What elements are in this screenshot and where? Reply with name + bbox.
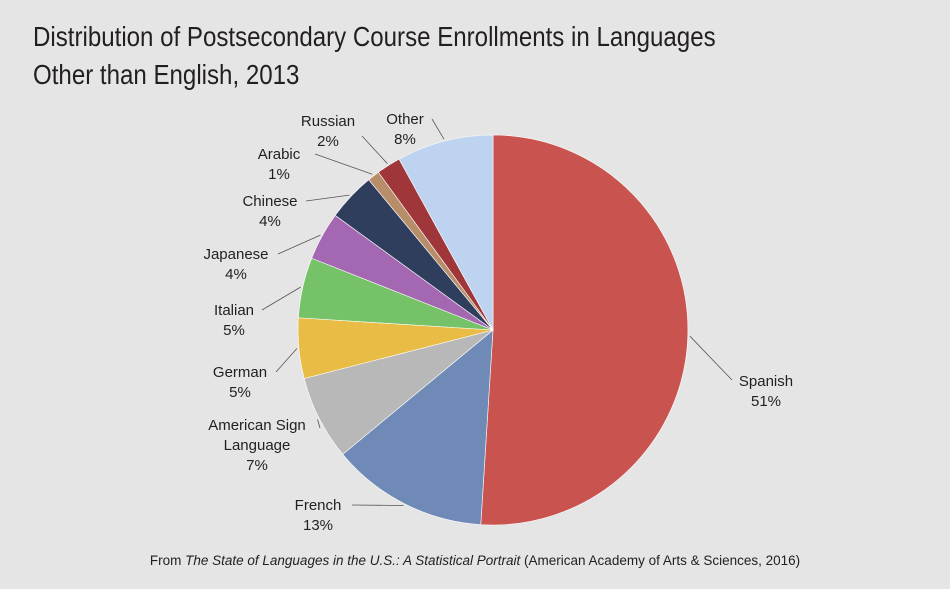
pie-slice-french [342,329,494,525]
slice-value-italian: 5% [223,322,245,339]
slice-label-american-sign-language: American Sign Language 7% [208,417,306,474]
leader-line-chinese [305,194,350,202]
slice-label-russian: Russian 2% [301,113,355,150]
chart-title-line-2: Other than English, 2013 [33,59,300,90]
source-citation: From The State of Languages in the U.S.:… [0,553,950,568]
pie-slice-other [398,134,494,331]
slice-value-french: 13% [303,517,333,534]
leader-line-russian [361,135,388,164]
slice-label-german: German 5% [213,364,267,401]
source-suffix: (American Academy of Arts & Sciences, 20… [520,553,801,568]
slice-label-japanese: Japanese 4% [203,246,268,283]
chart-title: Distribution of Postsecondary Course Enr… [33,18,716,94]
slice-value-other: 8% [394,131,416,148]
slice-value-chinese: 4% [259,213,281,230]
leader-line-french [351,504,404,506]
leader-line-italian [261,286,301,311]
slice-value-spanish: 51% [751,393,781,410]
leader-line-german [275,348,298,373]
slice-value-american-sign-language: 7% [246,457,268,474]
slice-value-russian: 2% [317,133,339,150]
slice-value-japanese: 4% [225,266,247,283]
leader-line-arabic [314,153,373,175]
slice-label-arabic: Arabic 1% [258,146,301,183]
slice-value-german: 5% [229,384,251,401]
slice-value-arabic: 1% [268,166,290,183]
leader-line-spanish [689,335,733,381]
slice-label-spanish: Spanish 51% [739,373,793,410]
leader-line-american-sign-language [317,419,321,429]
source-title: The State of Languages in the U.S.: A St… [185,553,521,568]
slice-label-italian: Italian 5% [214,302,254,339]
leader-line-other [431,118,445,140]
source-prefix: From [149,553,186,568]
pie-slice-spanish [480,134,689,526]
slice-label-other: Other 8% [386,111,424,148]
leader-line-japanese [277,234,321,255]
chart-title-line-1: Distribution of Postsecondary Course Enr… [33,21,716,52]
slice-label-french: French 13% [295,497,342,534]
slice-label-chinese: Chinese 4% [242,193,297,230]
